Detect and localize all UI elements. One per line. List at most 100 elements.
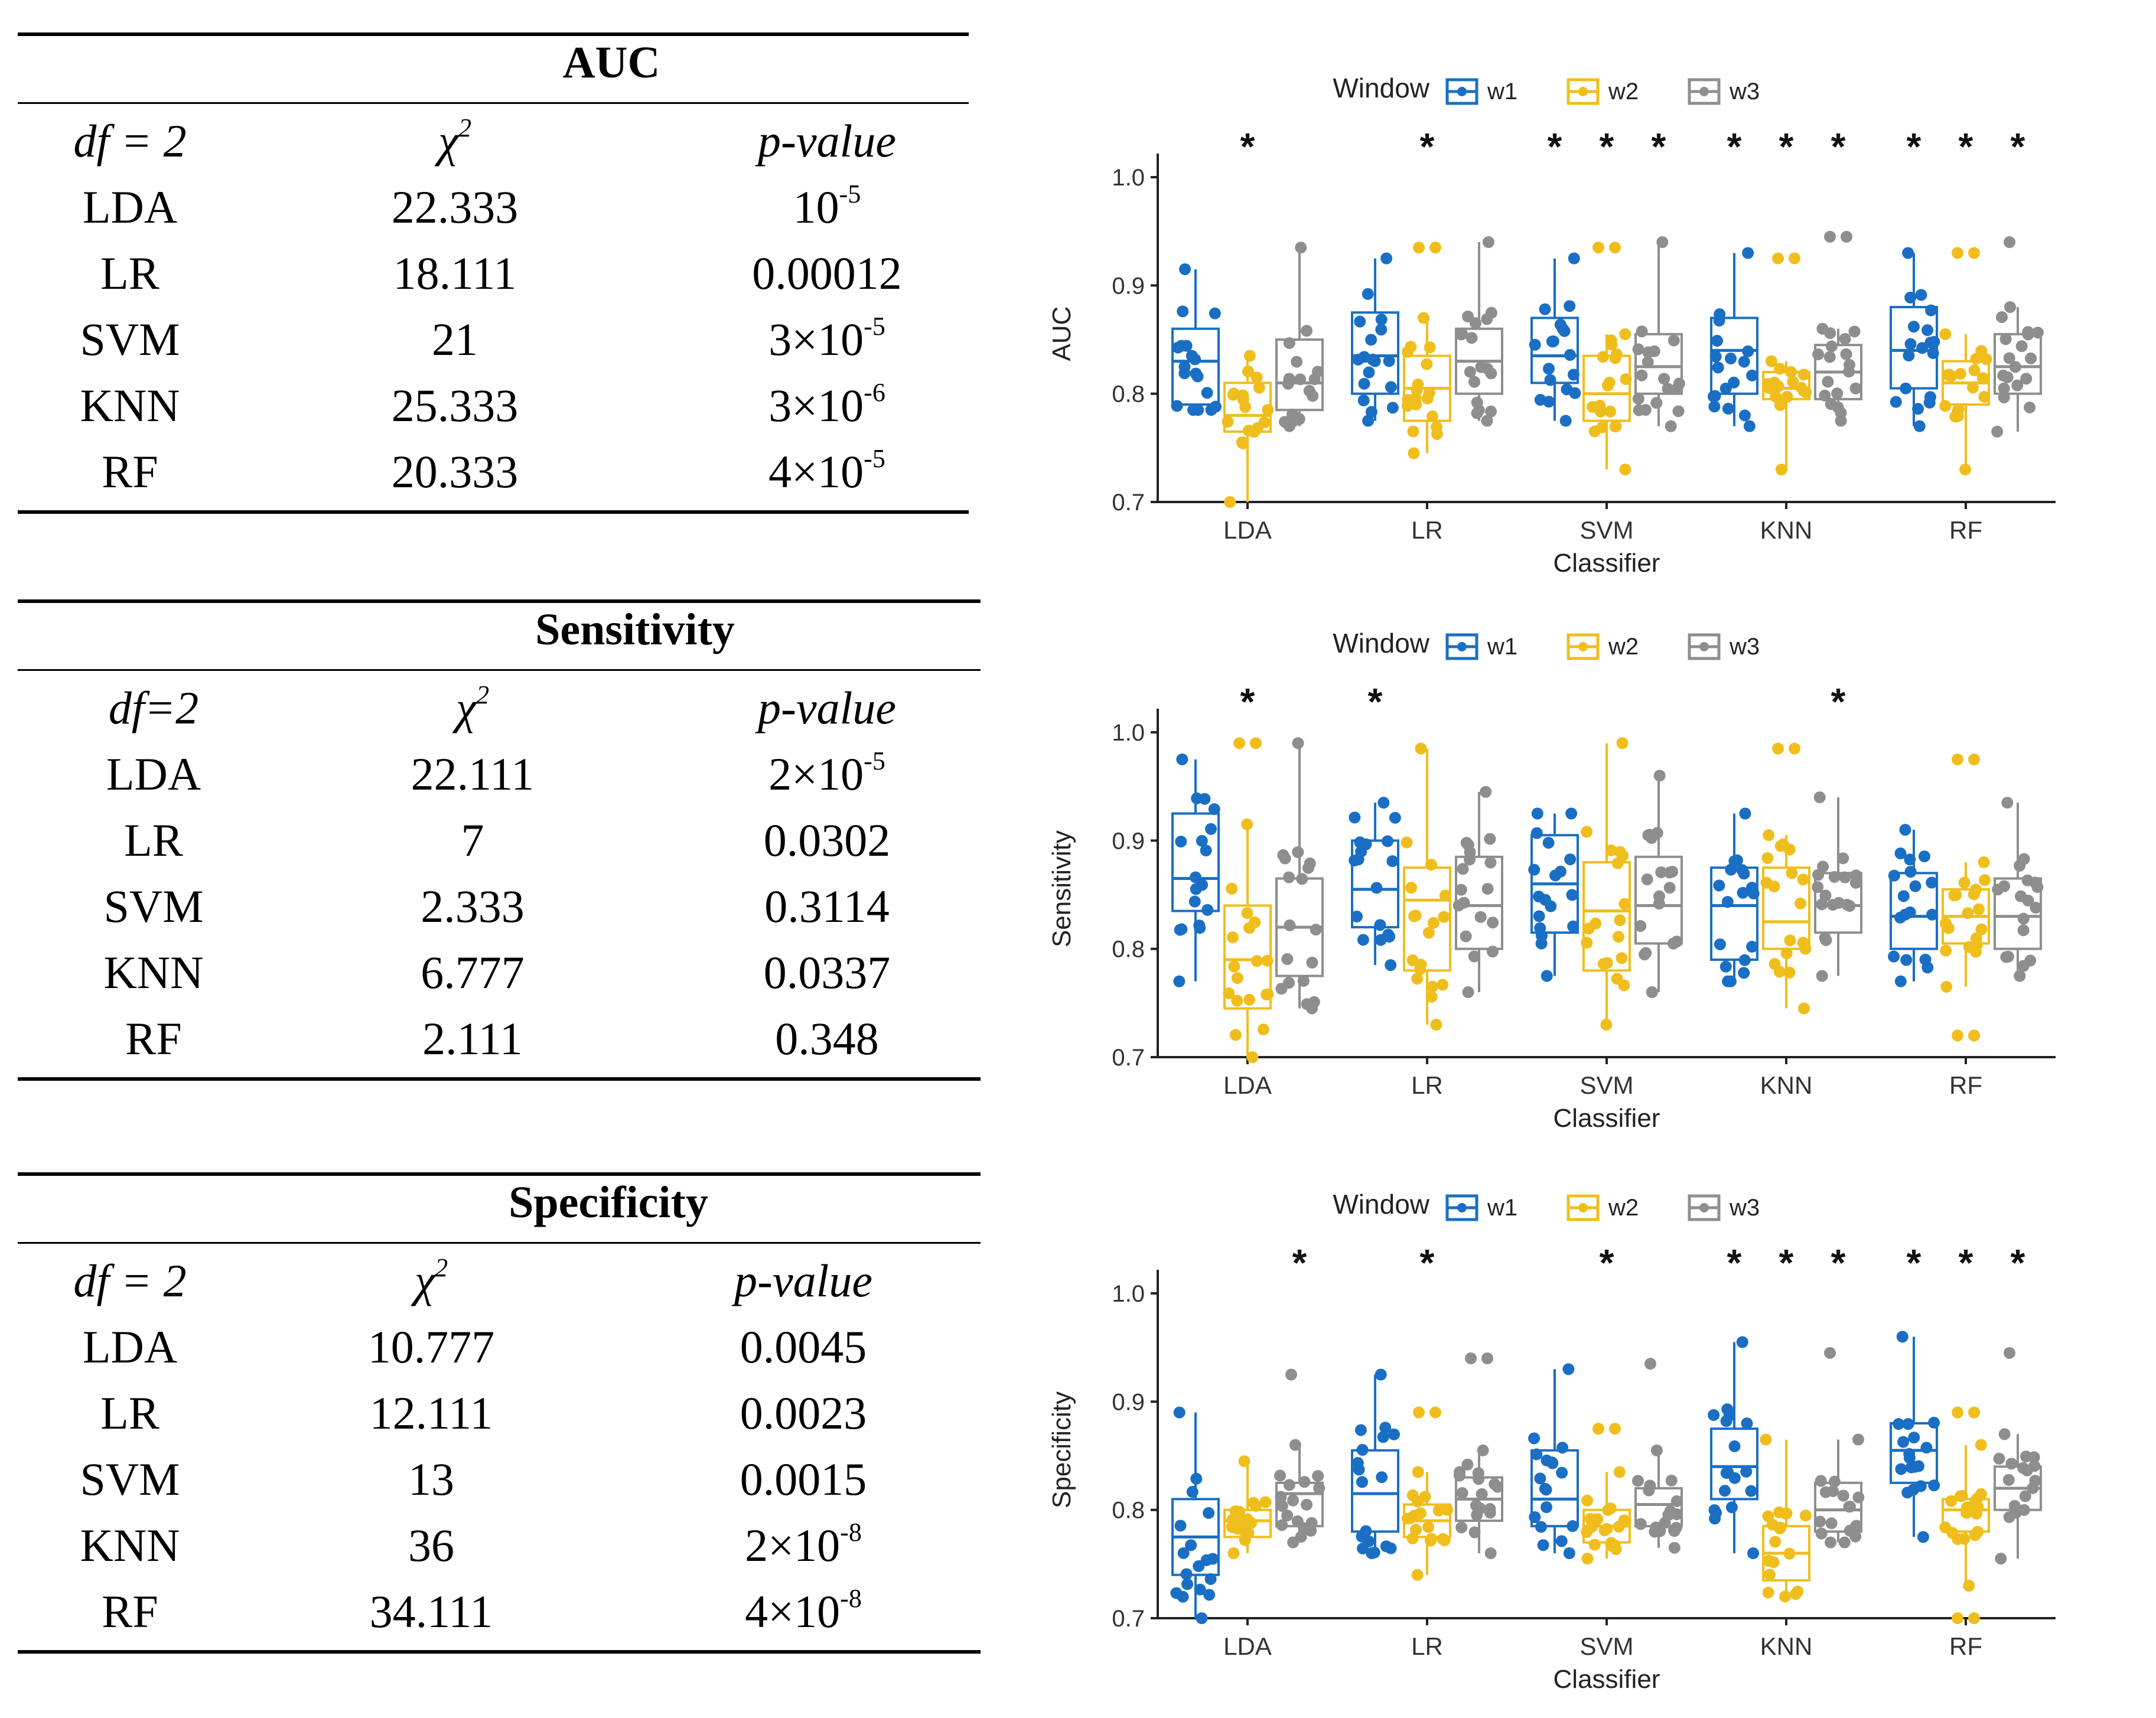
data-point xyxy=(1792,1585,1804,1598)
data-point xyxy=(1799,1510,1812,1522)
data-point xyxy=(1620,373,1632,385)
box-SVM-w1 xyxy=(1528,1363,1579,1559)
data-point xyxy=(1351,910,1363,922)
data-point xyxy=(1374,919,1386,931)
data-point xyxy=(1765,355,1777,367)
data-point xyxy=(1461,1458,1474,1471)
data-point xyxy=(1614,914,1626,927)
data-point xyxy=(1564,300,1576,312)
x-tick-label: RF xyxy=(1949,516,1982,544)
data-point xyxy=(1968,364,1981,377)
data-point xyxy=(1382,928,1395,941)
data-point xyxy=(1713,314,1725,327)
data-point xyxy=(1581,1494,1594,1507)
box-LDA-w1 xyxy=(1171,753,1220,987)
box-SVM-w3 xyxy=(1632,1444,1683,1554)
table-bottom-rule xyxy=(18,1650,981,1654)
data-point xyxy=(1655,866,1668,878)
data-point xyxy=(1173,975,1186,987)
data-point xyxy=(1366,353,1379,366)
significance-star: * xyxy=(1779,1241,1794,1284)
legend-title: Window xyxy=(1333,628,1429,658)
data-point xyxy=(1368,1546,1380,1559)
box-KNN-w2 xyxy=(1761,355,1812,475)
row-classifier: RF xyxy=(102,1586,158,1637)
legend-key-dot xyxy=(1457,642,1467,651)
data-point xyxy=(1779,1590,1792,1603)
outlier-point xyxy=(1968,753,1980,765)
data-point xyxy=(2025,352,2037,364)
data-point xyxy=(1581,826,1593,838)
data-point xyxy=(1365,406,1377,418)
data-point xyxy=(1295,242,1307,254)
row-p-value: 0.0337 xyxy=(763,947,891,998)
data-point xyxy=(1281,953,1294,965)
data-point xyxy=(1939,400,1952,412)
y-tick-label: 1.0 xyxy=(1112,1281,1145,1307)
data-point xyxy=(1995,1553,2007,1565)
data-point xyxy=(1484,856,1497,869)
box-SVM-w3 xyxy=(1634,770,1683,998)
data-point xyxy=(1897,1436,1910,1448)
legend-label-w2: w2 xyxy=(1608,634,1639,660)
header-chi-squared: χ2 xyxy=(455,680,490,734)
box-SVM-w1 xyxy=(1528,807,1579,982)
y-axis-label: Sensitivity xyxy=(1047,830,1076,947)
row-chi-squared: 18.111 xyxy=(393,247,517,299)
data-point xyxy=(1662,383,1674,395)
data-point xyxy=(1837,852,1849,865)
data-point xyxy=(1668,334,1680,347)
outlier-point xyxy=(1952,247,1963,259)
header-chi-squared: χ2 xyxy=(414,1253,448,1306)
data-point xyxy=(1852,1491,1865,1504)
data-point xyxy=(1904,291,1917,304)
data-point xyxy=(1534,394,1546,406)
outlier-point xyxy=(1789,742,1800,755)
data-point xyxy=(1656,236,1669,248)
data-point xyxy=(1474,911,1487,923)
row-p-value: 2×10-5 xyxy=(768,746,885,800)
box-RF-w3 xyxy=(1992,797,2044,982)
data-point xyxy=(1555,1535,1568,1547)
data-point xyxy=(1302,862,1314,874)
data-point xyxy=(1289,1439,1301,1451)
data-point xyxy=(1828,1475,1841,1488)
data-point xyxy=(1282,377,1294,390)
box-LDA-w2 xyxy=(1222,350,1274,508)
data-point xyxy=(1564,853,1577,866)
data-point xyxy=(1375,1368,1387,1381)
x-tick-label: RF xyxy=(1949,1632,1982,1660)
data-point xyxy=(1562,1363,1575,1375)
data-point xyxy=(1258,416,1271,429)
data-point xyxy=(1825,1536,1837,1549)
significance-star: * xyxy=(1907,125,1921,168)
data-point xyxy=(1249,916,1261,928)
x-tick-label: KNN xyxy=(1760,1071,1813,1099)
data-point xyxy=(1297,974,1310,987)
data-point xyxy=(1223,987,1235,999)
y-axis-label: Specificity xyxy=(1047,1391,1076,1508)
data-point xyxy=(1920,1442,1933,1454)
data-point xyxy=(1455,884,1467,896)
data-point xyxy=(1831,387,1844,400)
box-LR-w2 xyxy=(1401,742,1451,1031)
data-point xyxy=(2021,1464,2033,1476)
data-point xyxy=(1365,334,1377,346)
data-point xyxy=(1969,884,1982,896)
data-point xyxy=(1233,1505,1246,1518)
data-point xyxy=(1708,1409,1720,1421)
legend-label-w3: w3 xyxy=(1729,634,1760,660)
data-point xyxy=(1909,1461,1921,1473)
box-KNN-w2 xyxy=(1760,1433,1812,1603)
data-point xyxy=(1462,310,1474,322)
row-chi-squared: 22.333 xyxy=(391,181,519,233)
legend-label-w2: w2 xyxy=(1608,1195,1639,1221)
data-point xyxy=(1377,1431,1389,1443)
data-point xyxy=(1227,1547,1240,1559)
data-point xyxy=(1743,420,1756,432)
outlier-point xyxy=(1413,242,1425,254)
data-point xyxy=(1295,1531,1307,1543)
data-point xyxy=(1312,1470,1324,1482)
data-point xyxy=(1262,403,1274,416)
data-point xyxy=(1531,807,1543,820)
